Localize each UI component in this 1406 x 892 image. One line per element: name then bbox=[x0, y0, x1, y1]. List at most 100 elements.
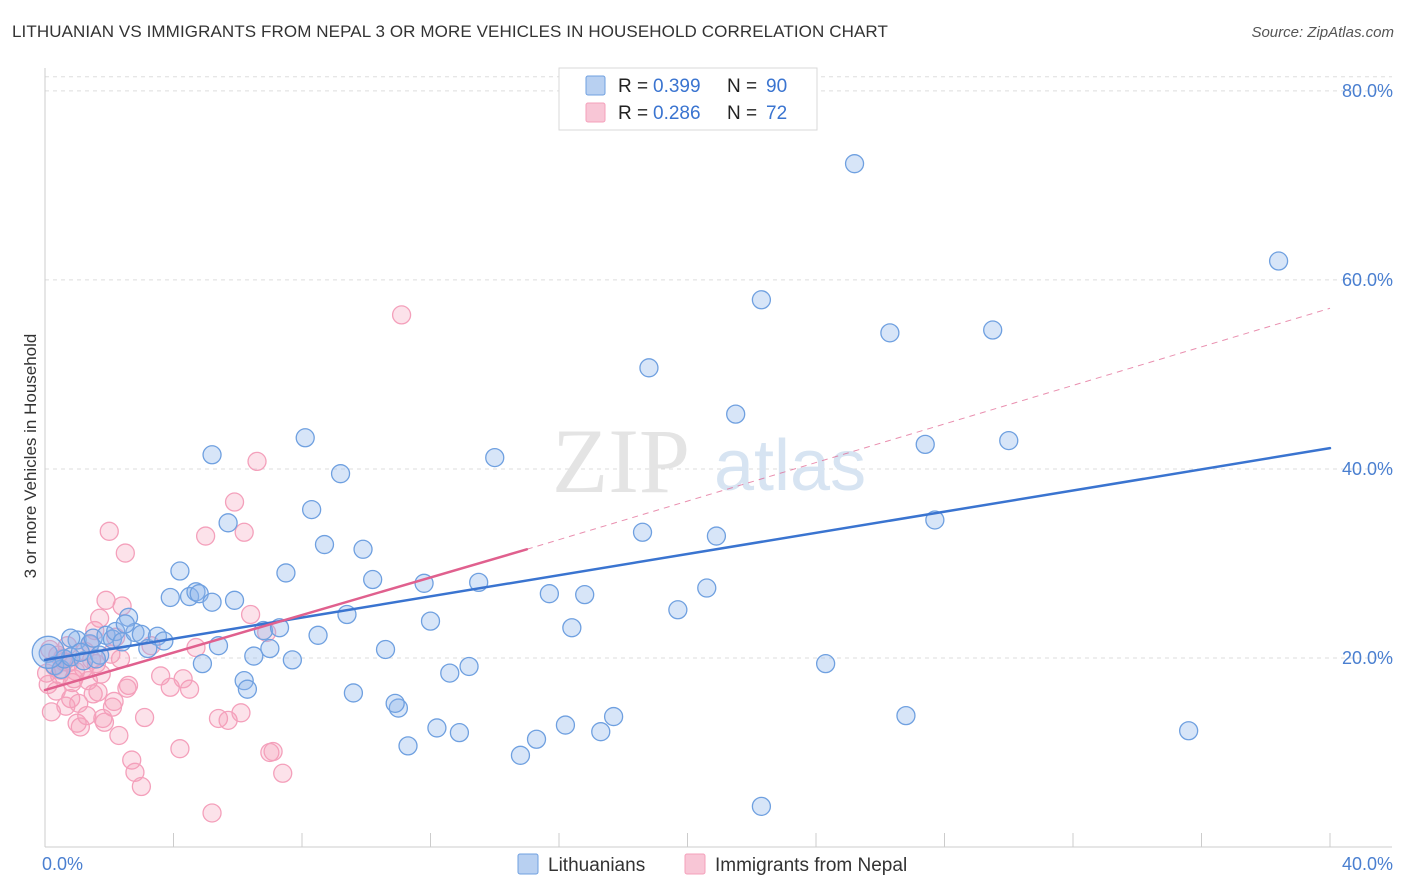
trend-extension-nepal bbox=[526, 307, 1331, 550]
point-lithuanians bbox=[353, 539, 373, 559]
trend-line-nepal bbox=[43, 548, 529, 692]
legend-r-label-0: R = bbox=[618, 76, 648, 97]
point-nepal bbox=[263, 741, 283, 762]
y-tick-label: 80.0% bbox=[1342, 81, 1393, 101]
point-lithuanians bbox=[314, 534, 335, 555]
point-nepal bbox=[41, 702, 62, 722]
point-nepal bbox=[202, 803, 222, 823]
point-nepal bbox=[134, 707, 155, 728]
point-lithuanians bbox=[308, 625, 328, 645]
legend-n-label-1: N = bbox=[727, 103, 757, 124]
point-lithuanians bbox=[844, 154, 865, 174]
trend-lines bbox=[43, 307, 1332, 692]
point-lithuanians bbox=[31, 635, 65, 669]
point-lithuanians bbox=[330, 464, 351, 484]
point-lithuanians bbox=[999, 430, 1019, 451]
legend-n-value-0: 90 bbox=[766, 76, 787, 97]
point-lithuanians bbox=[1268, 251, 1289, 271]
point-lithuanians bbox=[449, 722, 470, 743]
point-nepal bbox=[208, 708, 229, 729]
point-lithuanians bbox=[485, 447, 505, 468]
point-lithuanians bbox=[218, 513, 238, 533]
correlation-legend: R = 0.399 N = 90 R = 0.286 N = 72 bbox=[558, 67, 818, 131]
point-nepal bbox=[170, 739, 190, 759]
point-nepal bbox=[104, 691, 124, 712]
point-nepal bbox=[70, 717, 90, 737]
point-nepal bbox=[195, 526, 216, 546]
series-legend: Lithuanians Immigrants from Nepal bbox=[517, 853, 907, 876]
point-nepal bbox=[273, 763, 293, 783]
point-lithuanians bbox=[237, 679, 258, 699]
point-nepal bbox=[125, 762, 145, 782]
y-tick-label: 40.0% bbox=[1342, 459, 1393, 479]
point-nepal bbox=[99, 521, 119, 541]
point-lithuanians bbox=[706, 526, 727, 546]
legend-r-value-1: 0.286 bbox=[653, 103, 701, 124]
point-lithuanians bbox=[160, 587, 180, 608]
point-nepal bbox=[115, 543, 135, 563]
point-lithuanians bbox=[632, 522, 653, 542]
legend-n-label-0: N = bbox=[727, 76, 757, 97]
point-lithuanians bbox=[983, 320, 1003, 340]
x-tick-label: 0.0% bbox=[42, 854, 83, 874]
point-lithuanians bbox=[459, 656, 479, 677]
point-lithuanians bbox=[697, 578, 717, 598]
chart-title: LITHUANIAN VS IMMIGRANTS FROM NEPAL 3 OR… bbox=[12, 22, 888, 41]
point-lithuanians bbox=[440, 663, 460, 683]
point-lithuanians bbox=[510, 745, 531, 765]
point-lithuanians bbox=[1179, 721, 1199, 741]
point-lithuanians bbox=[526, 729, 547, 749]
point-lithuanians bbox=[86, 649, 107, 669]
point-lithuanians bbox=[202, 445, 222, 465]
point-nepal bbox=[391, 305, 412, 325]
point-nepal bbox=[88, 682, 108, 702]
point-lithuanians bbox=[562, 618, 582, 638]
point-nepal bbox=[131, 776, 152, 797]
point-nepal bbox=[224, 492, 245, 512]
point-lithuanians bbox=[639, 358, 659, 378]
point-lithuanians bbox=[815, 653, 836, 674]
point-nepal bbox=[247, 451, 267, 472]
legend-r-label-1: R = bbox=[618, 103, 648, 124]
point-lithuanians bbox=[591, 722, 611, 742]
point-lithuanians bbox=[282, 650, 303, 670]
point-lithuanians bbox=[61, 628, 81, 648]
point-lithuanians bbox=[115, 614, 135, 634]
legend-swatch-lithuanians bbox=[585, 75, 606, 96]
watermark: ZIP atlas bbox=[552, 410, 866, 512]
y-tick-label: 20.0% bbox=[1342, 648, 1393, 668]
point-lithuanians bbox=[224, 590, 245, 610]
point-lithuanians bbox=[202, 592, 222, 612]
y-tick-label: 60.0% bbox=[1342, 270, 1393, 290]
watermark-atlas: atlas bbox=[714, 426, 866, 506]
point-nepal bbox=[109, 725, 129, 746]
point-nepal bbox=[89, 608, 110, 628]
point-lithuanians bbox=[880, 323, 900, 343]
point-lithuanians bbox=[170, 561, 190, 581]
point-lithuanians bbox=[915, 434, 935, 455]
trend-line-lithuanians bbox=[43, 446, 1332, 662]
point-nepal bbox=[117, 678, 137, 698]
x-tick-labels: 0.0% 40.0% bbox=[42, 854, 1393, 874]
watermark-zip: ZIP bbox=[552, 410, 690, 512]
point-lithuanians bbox=[668, 600, 688, 620]
point-lithuanians bbox=[106, 621, 126, 642]
series-legend-label-nepal: Immigrants from Nepal bbox=[715, 855, 907, 876]
point-lithuanians bbox=[375, 639, 396, 660]
axes bbox=[44, 68, 1392, 848]
point-lithuanians bbox=[186, 582, 206, 602]
legend-r-value-0: 0.399 bbox=[653, 76, 701, 97]
x-tick-label: 40.0% bbox=[1342, 854, 1393, 874]
point-nepal bbox=[179, 679, 200, 699]
point-nepal bbox=[94, 712, 115, 732]
point-lithuanians bbox=[925, 510, 945, 530]
point-lithuanians bbox=[295, 428, 315, 448]
point-nepal bbox=[240, 604, 261, 625]
point-lithuanians bbox=[751, 796, 772, 817]
point-lithuanians bbox=[301, 499, 322, 520]
point-lithuanians bbox=[385, 693, 405, 713]
point-lithuanians bbox=[575, 585, 595, 605]
gridlines bbox=[45, 76, 1392, 659]
point-nepal bbox=[69, 693, 89, 713]
series-legend-label-lithuanians: Lithuanians bbox=[548, 855, 645, 876]
